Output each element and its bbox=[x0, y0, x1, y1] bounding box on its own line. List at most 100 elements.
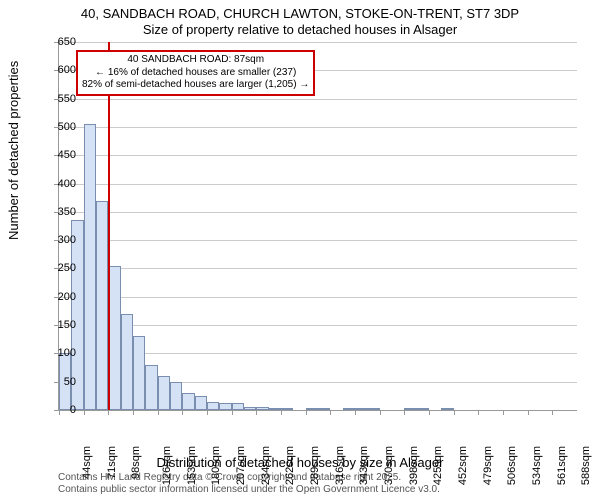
ytick-label: 250 bbox=[46, 262, 76, 274]
ytick-label: 100 bbox=[46, 347, 76, 359]
xtick-mark bbox=[454, 410, 455, 415]
xtick-mark bbox=[552, 410, 553, 415]
histogram-bar bbox=[182, 393, 194, 410]
xtick-label: 452sqm bbox=[457, 446, 469, 485]
xtick-label: 398sqm bbox=[408, 446, 420, 485]
xtick-mark bbox=[355, 410, 356, 415]
xtick-label: 479sqm bbox=[482, 446, 494, 485]
gridline bbox=[59, 325, 577, 326]
annotation-line: 82% of semi-detached houses are larger (… bbox=[82, 79, 309, 92]
ytick-label: 650 bbox=[46, 36, 76, 48]
chart-container: { "title_main": "40, SANDBACH ROAD, CHUR… bbox=[0, 0, 600, 500]
xtick-mark bbox=[207, 410, 208, 415]
xtick-label: 561sqm bbox=[556, 446, 568, 485]
histogram-bar bbox=[170, 382, 182, 410]
xtick-mark bbox=[232, 410, 233, 415]
histogram-bar bbox=[121, 314, 133, 410]
histogram-bar bbox=[145, 365, 157, 410]
xtick-label: 44sqm bbox=[81, 446, 93, 479]
xtick-mark bbox=[182, 410, 183, 415]
histogram-bar bbox=[269, 408, 281, 410]
xtick-label: 588sqm bbox=[580, 446, 592, 485]
histogram-bar bbox=[244, 407, 256, 410]
ytick-label: 300 bbox=[46, 234, 76, 246]
histogram-bar bbox=[195, 396, 207, 410]
histogram-bar bbox=[84, 124, 96, 410]
xtick-label: 207sqm bbox=[235, 446, 247, 485]
gridline bbox=[59, 127, 577, 128]
xtick-label: 153sqm bbox=[186, 446, 198, 485]
ytick-label: 600 bbox=[46, 64, 76, 76]
xtick-mark bbox=[380, 410, 381, 415]
annotation-line: ← 16% of detached houses are smaller (23… bbox=[82, 67, 309, 80]
gridline bbox=[59, 268, 577, 269]
gridline bbox=[59, 184, 577, 185]
histogram-bar bbox=[318, 408, 330, 410]
xtick-mark bbox=[306, 410, 307, 415]
xtick-mark bbox=[84, 410, 85, 415]
xtick-label: 126sqm bbox=[161, 446, 173, 485]
xtick-mark bbox=[528, 410, 529, 415]
y-axis-label: Number of detached properties bbox=[6, 61, 21, 240]
xtick-label: 262sqm bbox=[284, 446, 296, 485]
ytick-label: 450 bbox=[46, 149, 76, 161]
xtick-label: 289sqm bbox=[309, 446, 321, 485]
gridline bbox=[59, 155, 577, 156]
histogram-bar bbox=[367, 408, 379, 410]
ytick-label: 550 bbox=[46, 93, 76, 105]
attribution-line: Contains public sector information licen… bbox=[58, 484, 440, 496]
histogram-bar bbox=[441, 408, 453, 410]
chart-title-sub: Size of property relative to detached ho… bbox=[0, 22, 600, 37]
gridline bbox=[59, 240, 577, 241]
histogram-bar bbox=[281, 408, 293, 410]
histogram-bar bbox=[306, 408, 318, 410]
xtick-mark bbox=[108, 410, 109, 415]
gridline bbox=[59, 297, 577, 298]
histogram-bar bbox=[219, 403, 231, 410]
xtick-mark bbox=[404, 410, 405, 415]
gridline bbox=[59, 42, 577, 43]
ytick-label: 350 bbox=[46, 206, 76, 218]
xtick-mark bbox=[158, 410, 159, 415]
xtick-mark bbox=[281, 410, 282, 415]
plot-area bbox=[58, 42, 577, 411]
xtick-label: 180sqm bbox=[210, 446, 222, 485]
histogram-bar bbox=[343, 408, 355, 410]
histogram-bar bbox=[158, 376, 170, 410]
histogram-bar bbox=[404, 408, 416, 410]
histogram-bar bbox=[133, 336, 145, 410]
xtick-label: 506sqm bbox=[506, 446, 518, 485]
ytick-label: 500 bbox=[46, 121, 76, 133]
ytick-label: 400 bbox=[46, 178, 76, 190]
xtick-label: 71sqm bbox=[106, 446, 118, 479]
ytick-label: 200 bbox=[46, 291, 76, 303]
ytick-label: 50 bbox=[46, 376, 76, 388]
annotation-line: 40 SANDBACH ROAD: 87sqm bbox=[82, 54, 309, 67]
xtick-label: 425sqm bbox=[432, 446, 444, 485]
histogram-bar bbox=[355, 408, 367, 410]
xtick-label: 98sqm bbox=[130, 446, 142, 479]
annotation-box: 40 SANDBACH ROAD: 87sqm ← 16% of detache… bbox=[76, 50, 315, 96]
marker-line bbox=[108, 42, 110, 410]
xtick-mark bbox=[330, 410, 331, 415]
histogram-bar bbox=[256, 407, 268, 410]
histogram-bar bbox=[232, 403, 244, 410]
xtick-label: 534sqm bbox=[531, 446, 543, 485]
xtick-label: 343sqm bbox=[358, 446, 370, 485]
xtick-mark bbox=[478, 410, 479, 415]
histogram-bar bbox=[96, 201, 108, 410]
gridline bbox=[59, 212, 577, 213]
histogram-bar bbox=[417, 408, 429, 410]
xtick-label: 370sqm bbox=[383, 446, 395, 485]
xtick-mark bbox=[429, 410, 430, 415]
ytick-label: 150 bbox=[46, 319, 76, 331]
ytick-label: 0 bbox=[46, 404, 76, 416]
xtick-mark bbox=[256, 410, 257, 415]
xtick-label: 316sqm bbox=[334, 446, 346, 485]
chart-title-main: 40, SANDBACH ROAD, CHURCH LAWTON, STOKE-… bbox=[0, 6, 600, 21]
xtick-mark bbox=[133, 410, 134, 415]
xtick-label: 234sqm bbox=[260, 446, 272, 485]
histogram-bar bbox=[207, 402, 219, 410]
xtick-mark bbox=[503, 410, 504, 415]
gridline bbox=[59, 99, 577, 100]
